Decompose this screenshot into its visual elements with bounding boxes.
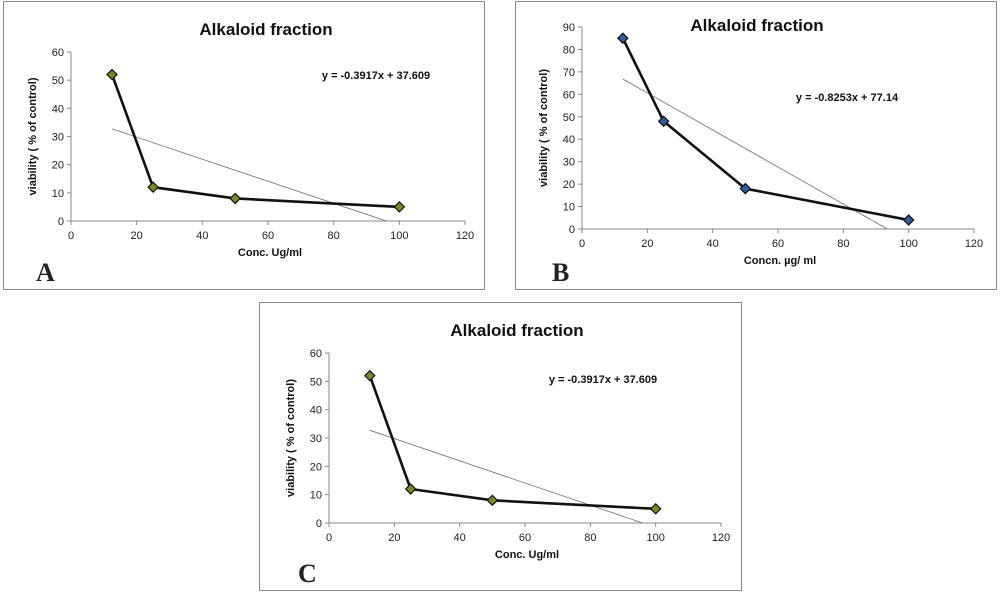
- chart-panel-b: Alkaloid fraction 0 10 20 30 40 50 60 70 80 90 0 20 4…: [515, 1, 997, 290]
- x-tick-label: 120: [965, 238, 983, 250]
- x-tick-label: 60: [262, 230, 274, 242]
- y-tick-label: 20: [563, 179, 575, 191]
- y-tick-label: 30: [310, 433, 322, 445]
- trendline: [111, 128, 387, 222]
- y-tick-label: 30: [52, 132, 64, 144]
- x-tick-label: 80: [837, 238, 849, 250]
- series-line: [110, 74, 400, 209]
- chart-svg: Alkaloid fraction 0 10 20 30 40 50 60 0 20 40 60 80 1…: [285, 321, 730, 561]
- chart-svg: Alkaloid fraction 0 10 20 30 40 50 60 0 20 40 60 80 1…: [27, 20, 474, 259]
- y-axis-label: viability ( % of control): [538, 69, 550, 187]
- data-point: [404, 483, 417, 495]
- y-tick-label: 10: [563, 202, 575, 214]
- data-point: [486, 494, 499, 507]
- y-tick-label: 80: [563, 44, 575, 56]
- data-point: [229, 192, 242, 205]
- x-tick-label: 20: [131, 230, 143, 242]
- data-point: [616, 32, 629, 45]
- x-tick-label: 0: [579, 238, 585, 250]
- y-tick-label: 40: [52, 103, 64, 115]
- y-tick-label: 0: [569, 224, 575, 236]
- x-tick-label: 60: [772, 238, 784, 250]
- y-axis-label: viability ( % of control): [285, 379, 297, 497]
- y-tick-label: 20: [310, 461, 322, 473]
- panel-letter: A: [36, 258, 55, 287]
- panel-letter: C: [298, 559, 317, 588]
- x-tick-label: 100: [646, 532, 664, 544]
- data-point: [649, 502, 662, 515]
- y-tick-label: 90: [563, 22, 575, 34]
- chart-svg: Alkaloid fraction 0 10 20 30 40 50 60 70 80 90 0 20 4…: [538, 16, 983, 267]
- x-axis-label: Concn. µg/ ml: [744, 255, 816, 267]
- x-tick-label: 100: [390, 230, 408, 242]
- y-tick-label: 0: [58, 216, 64, 228]
- x-tick-label: 40: [454, 532, 466, 544]
- chart-panel-a: Alkaloid fraction 0 10 20 30 40 50 60 0 20 40 60 80 1…: [3, 1, 485, 290]
- x-axis-label: Conc. Ug/ml: [238, 247, 302, 259]
- y-tick-label: 50: [310, 376, 322, 388]
- data-point: [147, 181, 159, 194]
- y-tick-label: 50: [563, 112, 575, 124]
- y-tick-label: 60: [52, 47, 64, 59]
- data-point: [657, 115, 670, 128]
- data-point: [902, 214, 915, 226]
- chart-title: Alkaloid fraction: [199, 20, 332, 39]
- y-tick-label: 60: [563, 89, 575, 101]
- x-tick-label: 120: [456, 230, 474, 242]
- x-tick-label: 80: [584, 532, 596, 544]
- data-point: [393, 201, 406, 213]
- x-tick-label: 0: [68, 230, 74, 242]
- y-tick-label: 50: [52, 75, 64, 87]
- y-tick-label: 10: [52, 188, 64, 200]
- data-point: [739, 182, 752, 195]
- data-point: [106, 68, 118, 81]
- y-tick-label: 0: [316, 518, 322, 530]
- y-tick-label: 70: [563, 67, 575, 79]
- x-tick-label: 40: [707, 238, 719, 250]
- series-line: [621, 37, 909, 222]
- trendline-equation: y = -0.3917x + 37.609: [322, 70, 430, 82]
- x-tick-label: 60: [519, 532, 531, 544]
- x-axis-label: Conc. Ug/ml: [495, 549, 559, 561]
- trendline-equation: y = -0.8253x + 77.14: [796, 92, 899, 104]
- y-tick-label: 10: [310, 490, 322, 502]
- y-tick-label: 40: [563, 134, 575, 146]
- chart-panel-c: Alkaloid fraction 0 10 20 30 40 50 60 0 20 40 60 80 1…: [259, 302, 742, 591]
- y-tick-label: 30: [563, 157, 575, 169]
- x-tick-label: 0: [326, 532, 332, 544]
- x-tick-label: 100: [899, 238, 917, 250]
- trendline: [622, 78, 888, 230]
- y-axis-label: viability ( % of control): [27, 77, 39, 195]
- series-line: [368, 375, 656, 511]
- x-tick-label: 20: [641, 238, 653, 250]
- x-tick-label: 40: [196, 230, 208, 242]
- chart-title: Alkaloid fraction: [690, 16, 823, 35]
- panel-letter: B: [552, 258, 570, 287]
- chart-title: Alkaloid fraction: [450, 321, 583, 340]
- y-tick-label: 40: [310, 405, 322, 417]
- y-tick-label: 60: [310, 348, 322, 360]
- x-tick-label: 80: [328, 230, 340, 242]
- trendline: [369, 429, 643, 524]
- x-tick-label: 20: [388, 532, 400, 544]
- x-tick-label: 120: [712, 532, 730, 544]
- trendline-equation: y = -0.3917x + 37.609: [549, 374, 657, 386]
- y-tick-label: 20: [52, 160, 64, 172]
- data-point: [363, 369, 376, 382]
